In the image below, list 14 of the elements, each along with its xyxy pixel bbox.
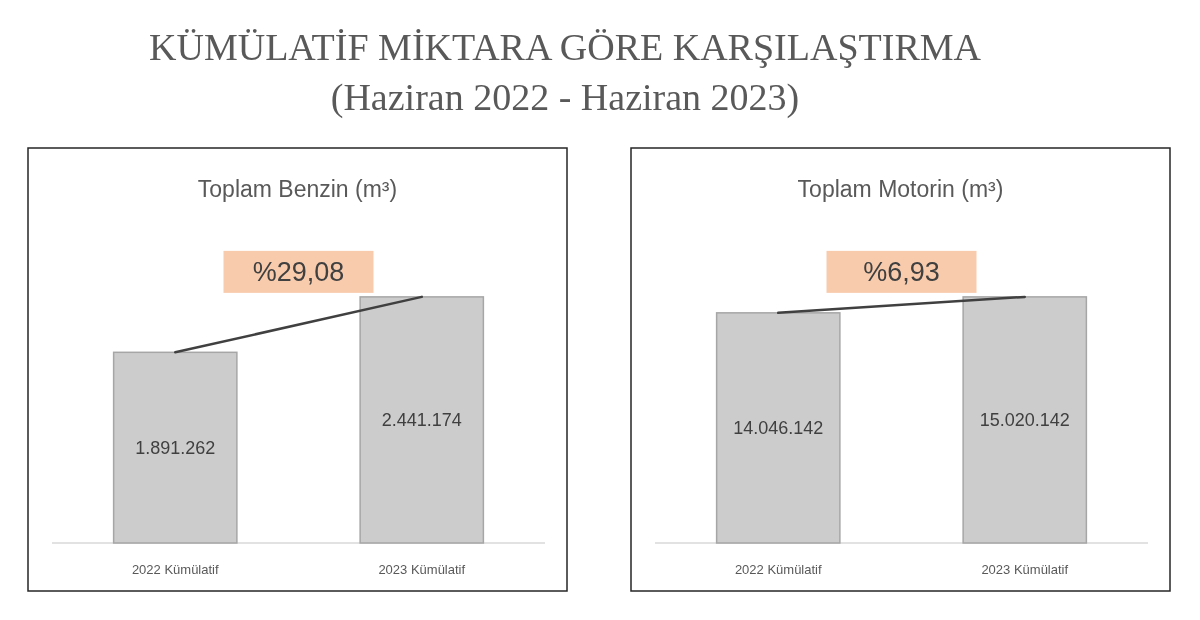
data-label: 14.046.142 [733,417,824,438]
text: %29,08 [252,256,345,287]
text: KÜMÜLATİF MİKTARA GÖRE KARŞILAŞTIRMA [149,26,982,68]
chart-title: Toplam Motorin (m³) [797,176,1004,202]
x-tick-label: 2022 Kümülatif [734,562,822,577]
data-label: 2.441.174 [381,409,462,430]
chart-title: Toplam Benzin (m³) [197,176,398,202]
data-label: 15.020.142 [979,409,1070,430]
text: %6,93 [863,256,940,287]
text: (Haziran 2022 - Haziran 2023) [330,76,800,119]
data-label: 1.891.262 [135,437,216,458]
x-tick-label: 2023 Kümülatif [378,562,466,577]
x-tick-label: 2023 Kümülatif [981,562,1069,577]
x-tick-label: 2022 Kümülatif [131,562,219,577]
